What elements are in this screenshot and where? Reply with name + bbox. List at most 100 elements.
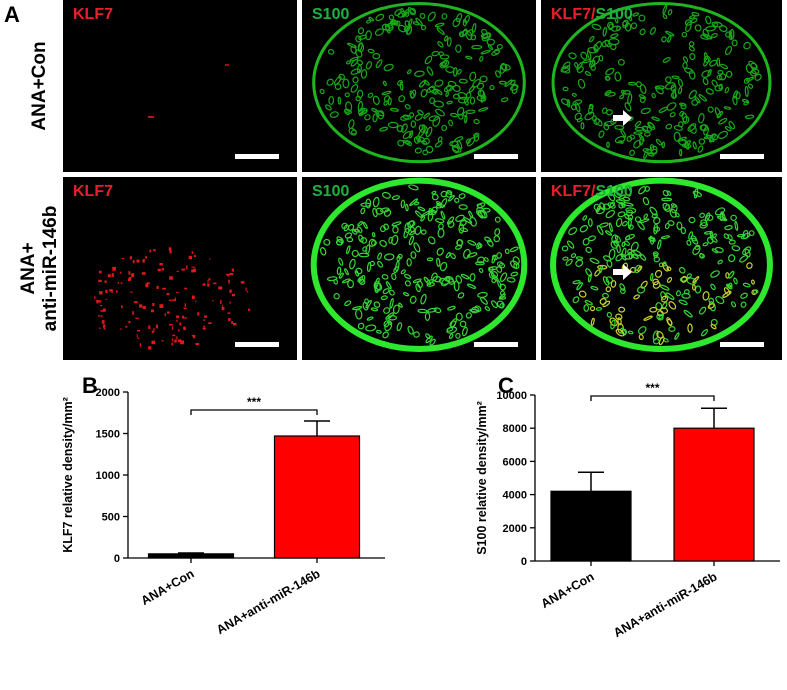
tissue-texture: [700, 329, 709, 337]
scale-bar: [474, 154, 518, 159]
tissue-texture: [425, 335, 433, 344]
tissue-texture: [351, 249, 359, 258]
tissue-texture: [437, 136, 443, 142]
tissue-texture: [398, 302, 403, 308]
tissue-texture: [722, 290, 732, 298]
tissue-texture: [375, 59, 383, 69]
micrograph: S100: [302, 0, 536, 172]
tissue-texture: [692, 284, 696, 291]
tissue-texture: [499, 283, 506, 291]
tissue-texture: [213, 282, 217, 285]
tissue-texture: [387, 22, 393, 29]
tissue-texture: [221, 306, 225, 311]
tissue-texture: [373, 301, 381, 308]
tissue-texture: [357, 221, 364, 227]
tissue-texture: [452, 93, 460, 100]
tissue-texture: [639, 135, 644, 146]
tissue-texture: [673, 125, 683, 131]
tissue-texture: [652, 281, 661, 289]
tissue-texture: [467, 29, 474, 36]
tissue-texture: [240, 281, 245, 284]
tissue-texture: [571, 92, 577, 97]
tissue-texture: [724, 125, 732, 132]
tissue-texture: [247, 308, 251, 311]
tissue-texture: [634, 120, 642, 128]
tissue-texture: [436, 257, 441, 268]
tissue-texture: [620, 288, 626, 294]
tissue-texture: [561, 245, 569, 252]
tissue-texture: [448, 119, 453, 127]
tissue-texture: [159, 262, 163, 266]
tissue-texture: [584, 300, 593, 306]
tissue-texture: [153, 328, 155, 332]
tissue-texture: [480, 33, 489, 39]
tissue-texture: [148, 346, 152, 350]
tissue-texture: [725, 31, 732, 38]
tissue-texture: [728, 270, 735, 279]
tissue-texture: [383, 307, 391, 314]
tissue-texture: [711, 79, 718, 88]
tissue-texture: [406, 258, 412, 267]
y-tick-label: 1000: [96, 470, 120, 482]
tissue-texture: [385, 281, 392, 290]
tissue-texture: [125, 325, 128, 328]
tissue-texture: [570, 253, 577, 258]
tissue-texture: [603, 123, 610, 131]
tissue-texture: [740, 232, 751, 240]
tissue-texture: [639, 253, 647, 261]
tissue-texture: [620, 327, 627, 336]
tissue-texture: [479, 75, 488, 83]
tissue-texture: [195, 300, 197, 303]
channel-label-part: S100: [312, 6, 349, 23]
tissue-texture: [692, 190, 703, 197]
tissue-texture: [692, 141, 697, 150]
tissue-texture: [457, 96, 469, 104]
tissue-texture: [452, 17, 461, 27]
tissue-texture: [388, 14, 395, 21]
tissue-texture: [509, 246, 519, 253]
tissue-texture: [356, 59, 364, 66]
tissue-texture: [338, 272, 344, 279]
tissue-texture: [455, 13, 463, 23]
tissue-texture: [499, 296, 507, 300]
tissue-texture: [702, 242, 709, 247]
tissue-texture: [627, 217, 632, 229]
tissue-texture: [624, 235, 631, 241]
tissue-texture: [734, 220, 739, 231]
tissue-texture: [662, 4, 668, 15]
tissue-texture: [590, 285, 599, 291]
tissue-texture: [687, 323, 693, 333]
tissue-texture: [172, 338, 174, 342]
tissue-texture: [151, 330, 154, 334]
tissue-texture: [202, 327, 206, 330]
arrow: [613, 264, 632, 280]
tissue-texture: [724, 86, 730, 94]
tissue-texture: [622, 220, 628, 227]
tissue-texture: [478, 107, 489, 112]
tissue-texture: [440, 210, 446, 220]
tissue-texture: [613, 191, 622, 199]
tissue-texture: [367, 92, 374, 98]
tissue-texture: [615, 313, 623, 321]
tissue-texture: [658, 336, 665, 346]
tissue-texture: [708, 301, 716, 312]
tissue-texture: [658, 106, 668, 113]
tissue-texture: [655, 302, 663, 311]
tissue-texture: [397, 139, 405, 147]
tissue-texture: [510, 84, 519, 91]
tissue-texture: [336, 266, 342, 276]
tissue-texture: [372, 52, 381, 60]
tissue-texture: [452, 84, 461, 93]
tissue-texture: [166, 292, 170, 296]
tissue-texture: [409, 90, 415, 99]
tissue-texture: [168, 247, 172, 251]
tissue-texture: [647, 122, 655, 128]
tissue-texture: [422, 137, 430, 145]
tissue-texture: [431, 190, 437, 195]
tissue-texture: [420, 293, 427, 305]
tissue-texture: [169, 250, 172, 254]
tissue-texture: [651, 213, 658, 219]
tissue-texture: [101, 315, 103, 318]
channel-label: KLF7: [73, 6, 113, 23]
tissue-texture: [746, 262, 753, 269]
